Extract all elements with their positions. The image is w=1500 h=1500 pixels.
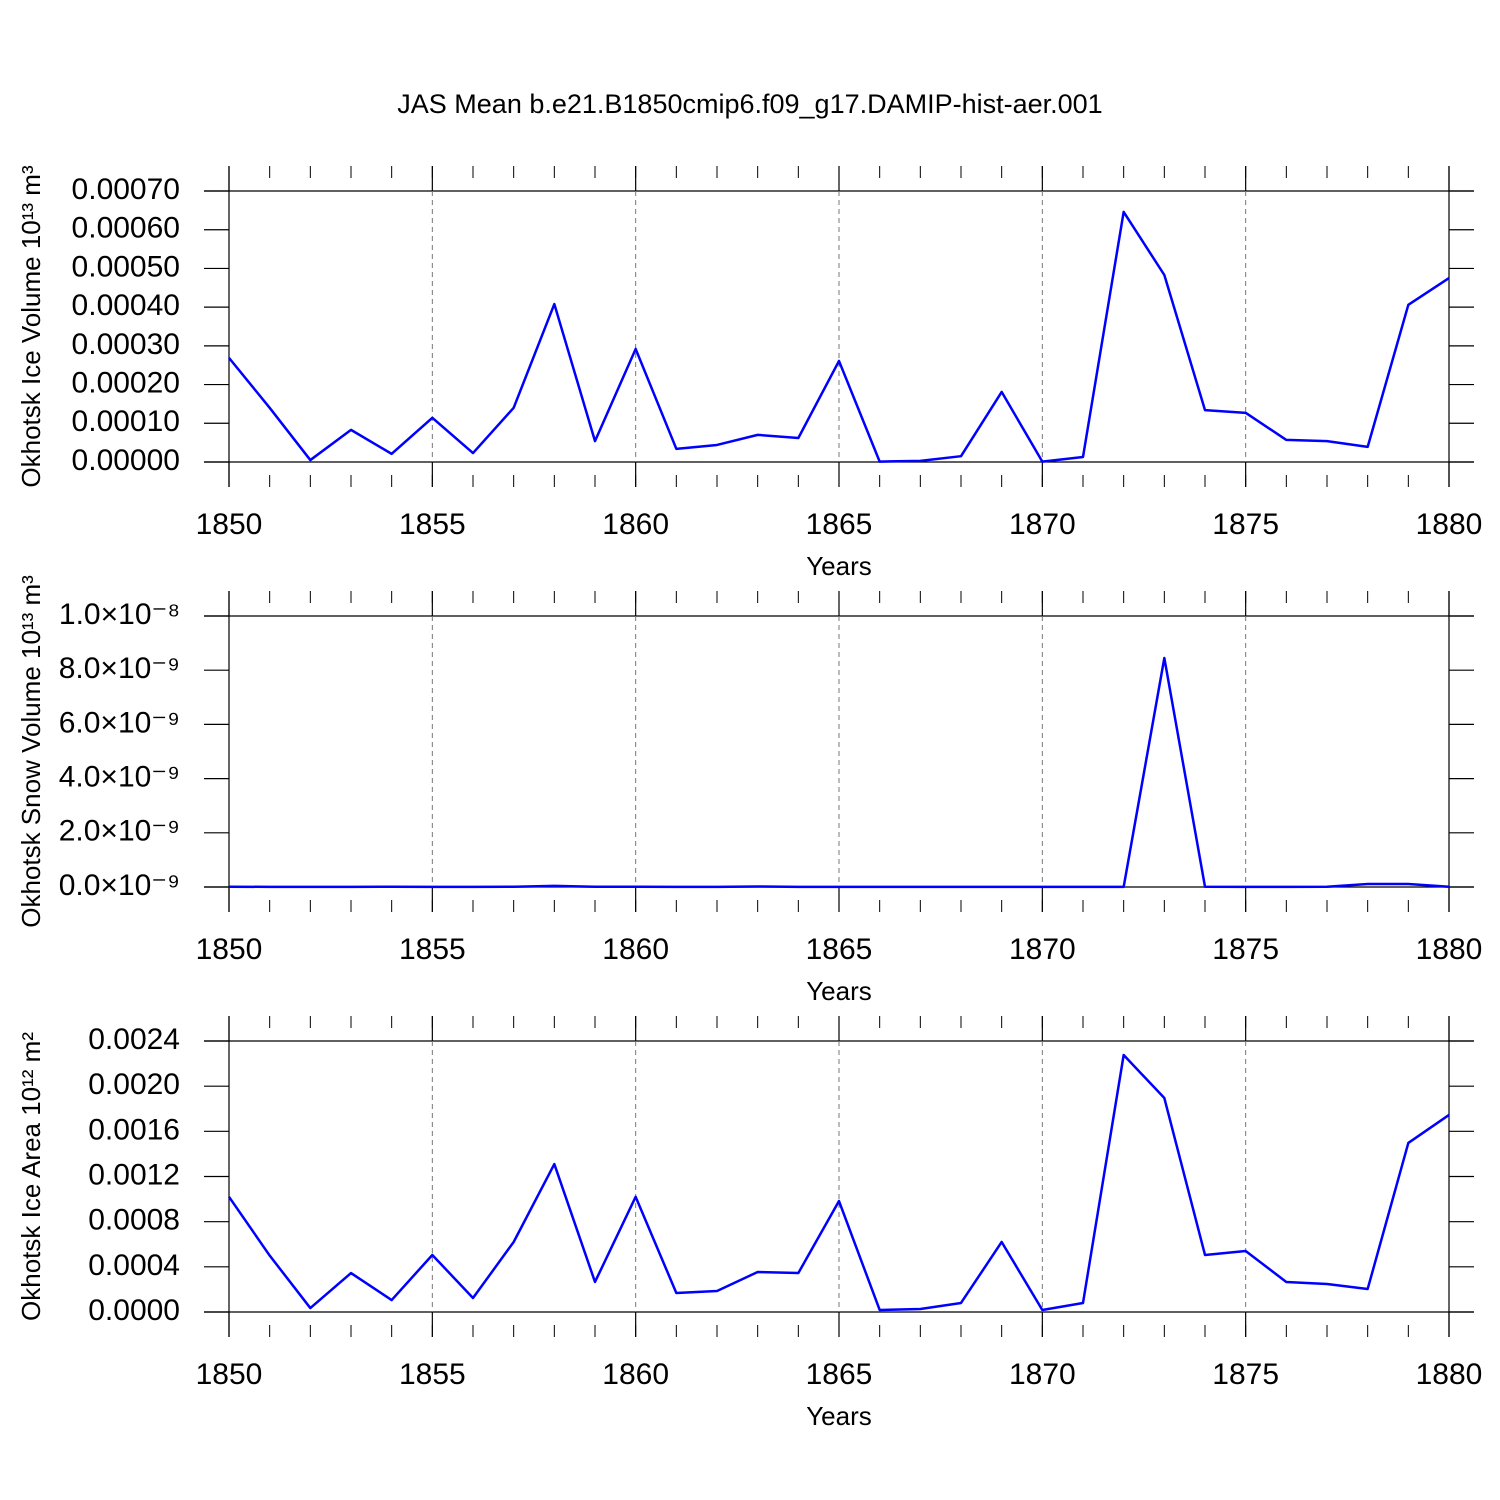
y-axis-label: Okhotsk Ice Volume 10¹³ m³ [16,165,46,488]
x-axis-label: Years [806,551,872,581]
x-tick-label: 1870 [1009,508,1076,541]
y-tick-label: 1.0×10⁻⁸ [59,598,180,631]
y-tick-label: 0.00030 [72,328,180,361]
y-axis-label: Okhotsk Ice Area 10¹² m² [16,1032,46,1321]
y-tick-label: 0.0000 [88,1294,180,1327]
x-tick-label: 1875 [1212,1358,1279,1391]
y-tick-label: 2.0×10⁻⁹ [59,815,180,848]
y-tick-label: 0.0024 [88,1023,180,1056]
y-tick-label: 0.00000 [72,444,180,477]
x-tick-label: 1870 [1009,1358,1076,1391]
x-tick-label: 1850 [196,933,263,966]
x-tick-label: 1875 [1212,933,1279,966]
y-tick-label: 0.0016 [88,1113,180,1146]
y-tick-label: 0.00050 [72,250,180,283]
data-line [228,656,1450,889]
x-tick-label: 1865 [806,933,873,966]
y-tick-label: 0.00060 [72,212,180,245]
x-tick-label: 1860 [602,508,669,541]
data-line [227,1053,1450,1312]
y-tick-label: 6.0×10⁻⁹ [59,706,180,739]
x-tick-label: 1880 [1416,933,1483,966]
y-tick-label: 0.00070 [72,173,180,206]
x-tick-label: 1860 [602,933,669,966]
y-tick-label: 8.0×10⁻⁹ [59,652,180,685]
y-tick-label: 4.0×10⁻⁹ [59,761,180,794]
y-tick-label: 0.00010 [72,405,180,438]
y-tick-label: 0.0020 [88,1068,180,1101]
x-tick-label: 1855 [399,1358,466,1391]
y-tick-label: 0.00020 [72,366,180,399]
x-tick-label: 1880 [1416,1358,1483,1391]
y-axis-label: Okhotsk Snow Volume 10¹³ m³ [16,575,46,928]
y-tick-label: 0.0008 [88,1204,180,1237]
x-axis-label: Years [806,1401,872,1431]
x-tick-label: 1855 [399,508,466,541]
x-tick-label: 1865 [806,1358,873,1391]
y-tick-label: 0.0012 [88,1158,180,1191]
figure-title: JAS Mean b.e21.B1850cmip6.f09_g17.DAMIP-… [397,89,1102,119]
x-tick-label: 1860 [602,1358,669,1391]
x-tick-label: 1870 [1009,933,1076,966]
x-tick-label: 1875 [1212,508,1279,541]
x-tick-label: 1865 [806,508,873,541]
x-tick-label: 1855 [399,933,466,966]
y-tick-label: 0.0004 [88,1249,180,1282]
y-tick-label: 0.0×10⁻⁹ [59,869,180,902]
x-tick-label: 1880 [1416,508,1483,541]
x-axis-label: Years [806,976,872,1006]
y-tick-label: 0.00040 [72,289,180,322]
data-line [228,210,1450,463]
x-tick-label: 1850 [196,508,263,541]
x-tick-label: 1850 [196,1358,263,1391]
